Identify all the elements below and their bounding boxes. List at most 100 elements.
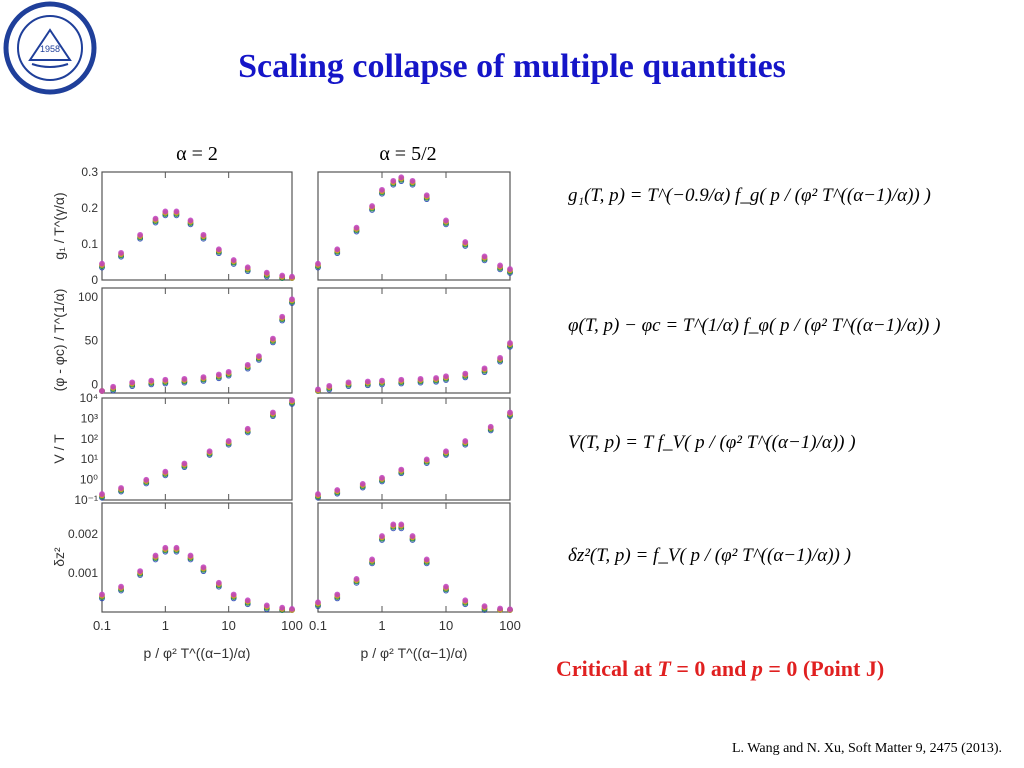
y-tick-label: 10⁴ xyxy=(79,391,98,405)
critical-T: T xyxy=(657,656,671,681)
x-axis-label: p / φ² T^((α−1)/α) xyxy=(361,645,468,661)
data-point xyxy=(244,361,251,368)
panel-header-alpha2: α = 2 xyxy=(176,143,218,165)
data-point xyxy=(215,246,222,253)
y-tick-label: 10³ xyxy=(81,411,98,425)
plot-frame-alpha2-V xyxy=(101,397,293,501)
y-axis-label-g1: g₁ / T^(γ/α) xyxy=(51,192,67,259)
data-point xyxy=(200,374,207,381)
data-point xyxy=(326,382,333,389)
y-tick-label: 10⁰ xyxy=(80,473,98,487)
critical-statement: Critical at T = 0 and p = 0 (Point J) xyxy=(556,656,884,682)
y-tick-label: 0 xyxy=(91,273,98,287)
data-point xyxy=(244,425,251,432)
plot-frame-alpha2-phi xyxy=(101,287,293,394)
data-point xyxy=(181,460,188,467)
data-point xyxy=(279,272,286,279)
y-tick-label: 0.001 xyxy=(68,566,98,580)
citation: L. Wang and N. Xu, Soft Matter 9, 2475 (… xyxy=(731,741,1002,756)
data-point xyxy=(200,231,207,238)
data-point xyxy=(162,544,169,551)
data-point xyxy=(369,556,375,563)
data-point xyxy=(390,521,397,528)
data-point xyxy=(398,466,405,473)
data-point xyxy=(423,456,430,463)
data-point xyxy=(487,423,494,430)
data-point xyxy=(315,386,321,393)
y-tick-label: 100 xyxy=(78,290,98,304)
y-tick-label: 0.2 xyxy=(81,201,98,215)
data-point xyxy=(270,409,276,416)
data-point xyxy=(270,335,276,342)
data-point xyxy=(225,368,232,375)
data-point xyxy=(497,354,503,361)
y-tick-label: 0.002 xyxy=(68,527,98,541)
data-point xyxy=(289,296,295,303)
data-point xyxy=(443,583,449,590)
data-point xyxy=(230,591,237,598)
data-point xyxy=(129,379,136,386)
plot-frame-alpha52-phi xyxy=(317,287,511,394)
x-tick-label: 10 xyxy=(221,618,235,633)
data-point xyxy=(148,377,155,384)
y-tick-label: 10⁻¹ xyxy=(74,493,98,507)
data-point xyxy=(409,177,416,184)
data-point xyxy=(173,544,180,551)
equation-phi: φ(T, p) − φc = T^(1/α) f_φ( p / (φ² T^((… xyxy=(568,315,941,336)
y-tick-label: 0 xyxy=(91,377,98,391)
data-point xyxy=(118,249,124,256)
data-point xyxy=(289,273,295,280)
equation-dz2: δz²(T, p) = f_V( p / (φ² T^((α−1)/α)) ) xyxy=(568,545,851,566)
data-point xyxy=(137,568,144,575)
data-point xyxy=(423,192,430,199)
svg-text:1958: 1958 xyxy=(40,44,60,54)
data-point xyxy=(99,491,105,497)
x-tick-label: 1 xyxy=(378,618,385,633)
data-point xyxy=(443,448,449,455)
x-tick-label: 0.1 xyxy=(309,618,327,633)
data-point xyxy=(433,375,439,381)
data-point xyxy=(187,552,194,559)
data-point xyxy=(462,370,469,377)
data-point xyxy=(244,264,251,271)
data-point xyxy=(143,476,150,483)
data-point xyxy=(481,253,488,260)
data-point xyxy=(390,177,397,184)
data-point xyxy=(364,378,371,385)
data-point xyxy=(137,231,144,238)
critical-p: p xyxy=(751,656,763,681)
data-point xyxy=(152,552,159,559)
data-point xyxy=(345,379,352,386)
data-point xyxy=(263,269,270,276)
data-point xyxy=(99,260,105,267)
data-point xyxy=(334,591,341,598)
y-tick-label: 10² xyxy=(81,432,98,446)
data-point xyxy=(507,409,513,416)
y-tick-label: 10¹ xyxy=(81,452,98,466)
y-tick-label: 0.1 xyxy=(81,237,98,251)
data-point xyxy=(497,262,503,269)
university-logo: 1958 xyxy=(3,1,97,95)
critical-mid2: = 0 (Point J) xyxy=(762,656,885,681)
data-point xyxy=(118,583,124,590)
equation-g1: g₁(T, p) = T^(−0.9/α) f_g( p / (φ² T^((α… xyxy=(568,185,931,206)
data-point xyxy=(162,376,169,383)
data-point xyxy=(507,606,513,613)
data-point xyxy=(162,208,169,215)
data-point xyxy=(398,376,405,383)
data-point xyxy=(244,597,251,604)
data-point xyxy=(359,480,366,487)
y-axis-label-V: V / T xyxy=(51,434,67,464)
plot-frame-alpha52-dz2 xyxy=(317,502,511,613)
data-point xyxy=(334,487,341,493)
x-tick-label: 0.1 xyxy=(93,618,111,633)
data-point xyxy=(206,448,213,455)
data-point xyxy=(369,203,375,209)
y-axis-label-phi: (φ - φc) / T^(1/α) xyxy=(51,289,67,392)
data-point xyxy=(423,556,430,563)
y-axis-label-dz2: δz² xyxy=(51,547,67,567)
x-tick-label: 10 xyxy=(439,618,453,633)
x-tick-label: 100 xyxy=(281,618,303,633)
data-point xyxy=(443,217,449,224)
